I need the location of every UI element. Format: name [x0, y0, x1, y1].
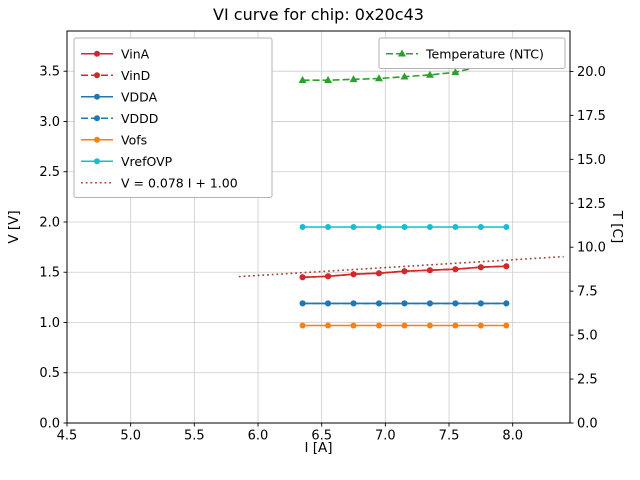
legend-left-label: VinD: [121, 68, 150, 83]
y-tick-label-right: 5.0: [577, 329, 598, 344]
y-tick-label-left: 3.0: [39, 115, 60, 130]
y-tick-label-left: 0.0: [39, 417, 60, 432]
y-tick-label-right: 7.5: [577, 285, 598, 300]
chart-title: VI curve for chip: 0x20c43: [213, 5, 424, 24]
y-axis-label-left: V [V]: [6, 210, 22, 243]
legend-left-label: VDDA: [121, 89, 158, 104]
y-tick-label-right: 0.0: [577, 417, 598, 432]
legend-left-label: VDDD: [121, 111, 158, 126]
y-tick-label-left: 1.5: [39, 266, 60, 281]
axis-ticks: [63, 70, 574, 427]
legend-left-label: Vofs: [121, 132, 147, 147]
x-axis-label: I [A]: [304, 440, 332, 456]
y-tick-label-left: 3.5: [39, 65, 60, 80]
x-tick-label: 6.5: [311, 429, 332, 444]
x-tick-label: 4.5: [57, 429, 78, 444]
legend-left-label: VrefOVP: [121, 154, 173, 169]
legend-right-box: [378, 37, 566, 69]
y-tick-label-left: 2.5: [39, 165, 60, 180]
y-axis-label-right: T [C]: [609, 210, 625, 244]
x-tick-label: 8.0: [502, 429, 523, 444]
y-tick-label-right: 12.5: [577, 197, 606, 212]
legend-right-label: Temperature (NTC): [425, 46, 544, 61]
legend-left-label: VinA: [121, 46, 150, 61]
y-tick-label-right: 20.0: [577, 65, 606, 80]
series-VDDD: [299, 300, 510, 307]
tick-labels: 4.5 5.0 5.5 6.0 6.5 7.0 7.5 8.0 0.0 0.5 1.0 1.5 2.0 2…: [39, 65, 606, 444]
legend-left-label: V = 0.078 I + 1.00: [121, 175, 238, 190]
y-tick-label-right: 15.0: [577, 153, 606, 168]
y-tick-label-left: 2.0: [39, 215, 60, 230]
series-VrefOVP: [299, 224, 510, 230]
legend-right: Temperature (NTC): [378, 37, 566, 69]
axes-border: [66, 30, 571, 424]
legend-left: VinA VinD VDDA VDDD Vofs VrefOVP V = 0.078 I +…: [73, 37, 273, 198]
legend-left-box: [73, 37, 273, 198]
x-tick-label: 7.5: [439, 429, 460, 444]
x-tick-label: 5.5: [184, 429, 205, 444]
x-tick-label: 5.0: [120, 429, 141, 444]
x-tick-label: 7.0: [375, 429, 396, 444]
series-Temperature-NTC: [298, 54, 511, 84]
x-tick-label: 6.0: [248, 429, 269, 444]
y-tick-label-right: 2.5: [577, 373, 598, 388]
y-tick-label-right: 10.0: [577, 241, 606, 256]
series-Vofs: [299, 322, 510, 329]
y-tick-label-right: 17.5: [577, 109, 606, 124]
y-tick-label-left: 0.5: [39, 366, 60, 381]
series-VinD: [299, 263, 510, 281]
y-tick-label-left: 1.0: [39, 316, 60, 331]
